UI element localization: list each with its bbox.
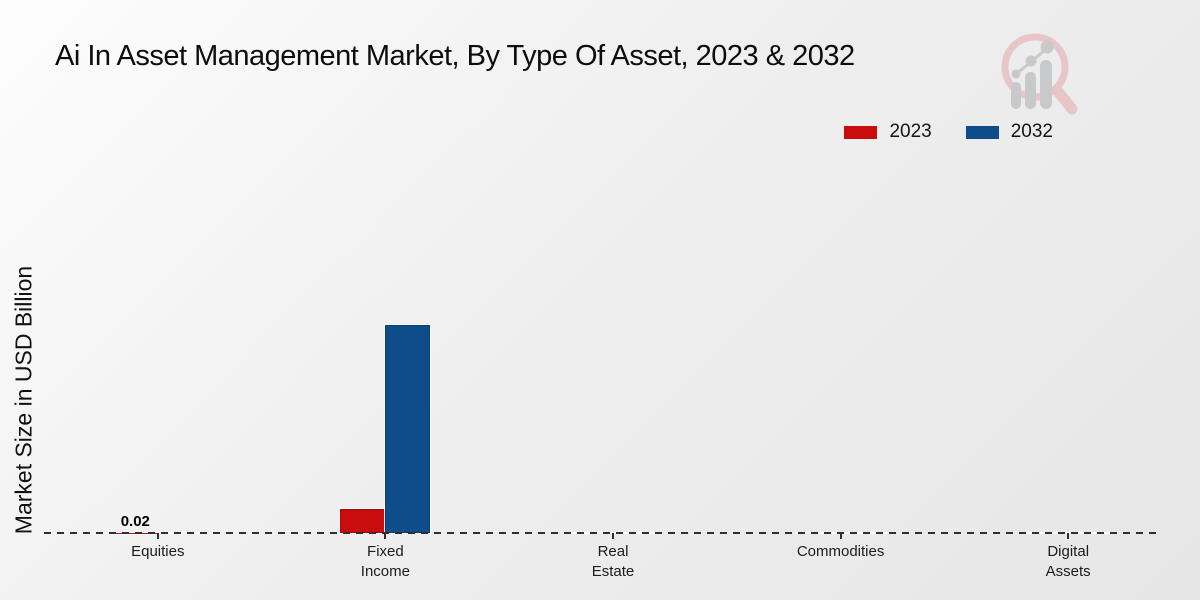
y-axis-title: Market Size in USD Billion	[10, 265, 37, 535]
x-axis-tick	[1067, 533, 1070, 539]
legend-item-2032: 2032	[965, 121, 1053, 143]
x-axis-label: Equities	[131, 543, 185, 560]
plot-area: Equities Fixed Income Real Estate Commoditi…	[44, 113, 1182, 580]
x-axis-tick	[156, 533, 159, 539]
x-axis-label: Digital Assets	[1045, 543, 1091, 580]
magnifier-bar-chart-icon	[1001, 33, 1078, 115]
x-axis-tick	[612, 533, 614, 539]
footer-band	[0, 588, 1200, 600]
x-axis-tick	[384, 533, 387, 539]
legend-item-2023: 2023	[844, 121, 932, 143]
legend-label-2032: 2032	[1010, 121, 1053, 142]
chart-title: Ai In Asset Management Market, By Type O…	[55, 40, 855, 72]
x-axis-label: Fixed Income	[360, 543, 410, 580]
x-axis-tick	[839, 533, 842, 539]
x-axis-line	[44, 532, 1160, 534]
brand-logo	[995, 25, 1085, 125]
bar-2032-fixed-income	[385, 325, 431, 533]
legend-swatch-2023	[844, 125, 878, 139]
x-axis-label: Commodities	[796, 543, 885, 560]
bar-2023-fixed-income	[340, 509, 386, 533]
legend: 2023 2032	[844, 121, 1053, 143]
x-axis-label: Real Estate	[591, 543, 635, 580]
bar-value-label: 0.02	[120, 512, 150, 530]
legend-label-2023: 2023	[889, 121, 932, 142]
legend-swatch-2032	[965, 125, 999, 139]
